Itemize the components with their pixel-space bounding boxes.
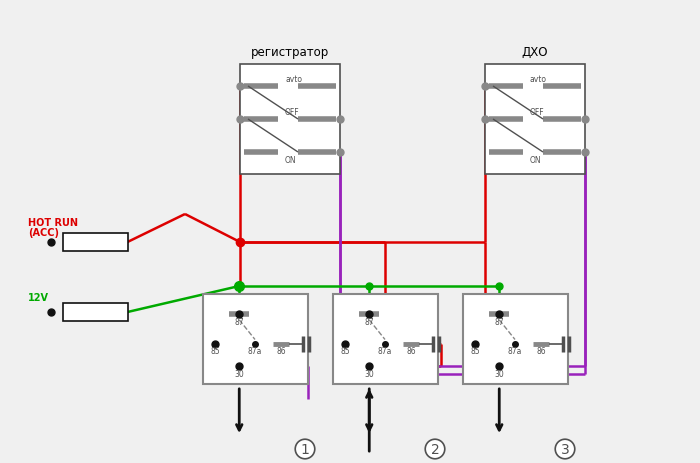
Text: 30: 30 (234, 369, 244, 378)
Text: ДХО: ДХО (522, 46, 548, 59)
Text: регистратор: регистратор (251, 46, 329, 59)
Bar (62, 233, 127, 251)
Text: OFF: OFF (285, 108, 300, 117)
Bar (62, 303, 127, 321)
Bar (240, 65, 340, 175)
Text: avto: avto (530, 75, 547, 84)
Text: ON: ON (530, 156, 542, 165)
Text: ON: ON (285, 156, 297, 165)
Text: 87: 87 (365, 317, 374, 326)
Text: 1: 1 (300, 442, 309, 456)
Text: 85: 85 (340, 347, 350, 356)
Text: 86: 86 (407, 347, 416, 356)
Text: 30: 30 (365, 369, 374, 378)
Text: (ACC): (ACC) (28, 227, 59, 238)
Text: 87a: 87a (378, 347, 392, 356)
Text: 87: 87 (494, 317, 504, 326)
Bar (463, 294, 568, 384)
Bar (202, 294, 307, 384)
Text: 86: 86 (276, 347, 286, 356)
Text: 30: 30 (494, 369, 504, 378)
Text: 87a: 87a (248, 347, 262, 356)
Text: HOT RUN: HOT RUN (28, 218, 78, 227)
Text: avto: avto (285, 75, 302, 84)
Bar (485, 65, 585, 175)
Text: 87: 87 (234, 317, 244, 326)
Text: 87a: 87a (508, 347, 522, 356)
Bar (332, 294, 438, 384)
Text: 3: 3 (561, 442, 569, 456)
Text: 86: 86 (536, 347, 546, 356)
Text: 85: 85 (470, 347, 480, 356)
Text: 12V: 12V (28, 292, 49, 302)
Text: OFF: OFF (530, 108, 545, 117)
Text: 2: 2 (430, 442, 440, 456)
Text: 85: 85 (210, 347, 220, 356)
